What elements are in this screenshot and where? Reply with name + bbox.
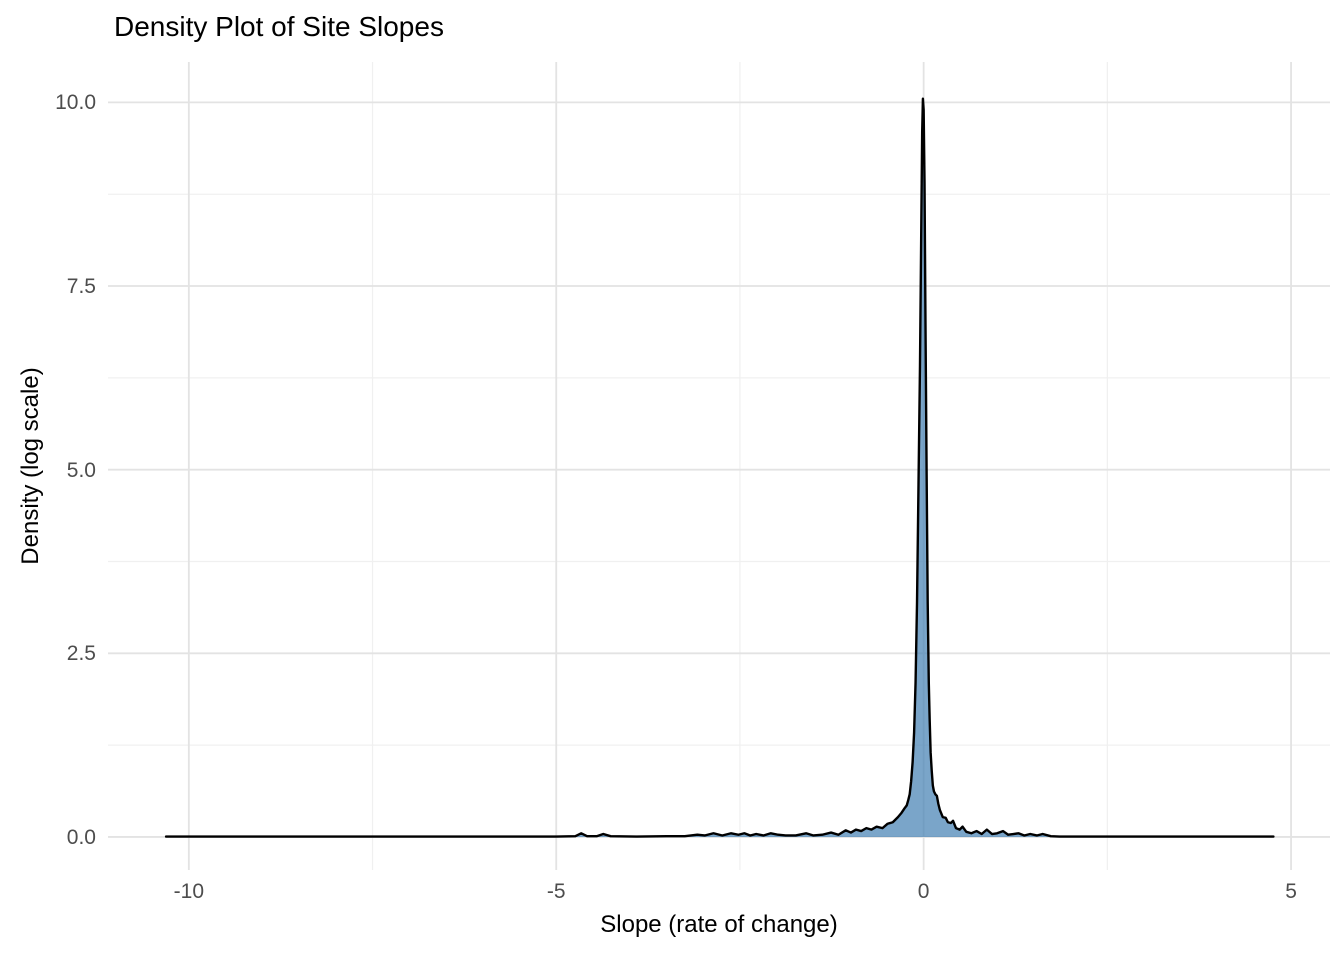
chart-title: Density Plot of Site Slopes (114, 11, 444, 42)
y-tick-label: 5.0 (66, 458, 96, 482)
x-tick-label: -10 (173, 880, 205, 903)
x-tick-label: -5 (546, 880, 566, 903)
density-curve (164, 97, 1275, 838)
x-tick-label: 5 (1285, 880, 1297, 903)
y-tick-label: 0.0 (66, 825, 96, 849)
y-tick-label: 10.0 (55, 91, 96, 115)
y-tick-label: 7.5 (66, 275, 96, 299)
x-axis-title: Slope (rate of change) (600, 911, 838, 938)
x-tick-label: 0 (917, 880, 930, 903)
y-tick-label: 2.5 (66, 642, 96, 666)
y-axis-title: Density (log scale) (17, 367, 44, 565)
